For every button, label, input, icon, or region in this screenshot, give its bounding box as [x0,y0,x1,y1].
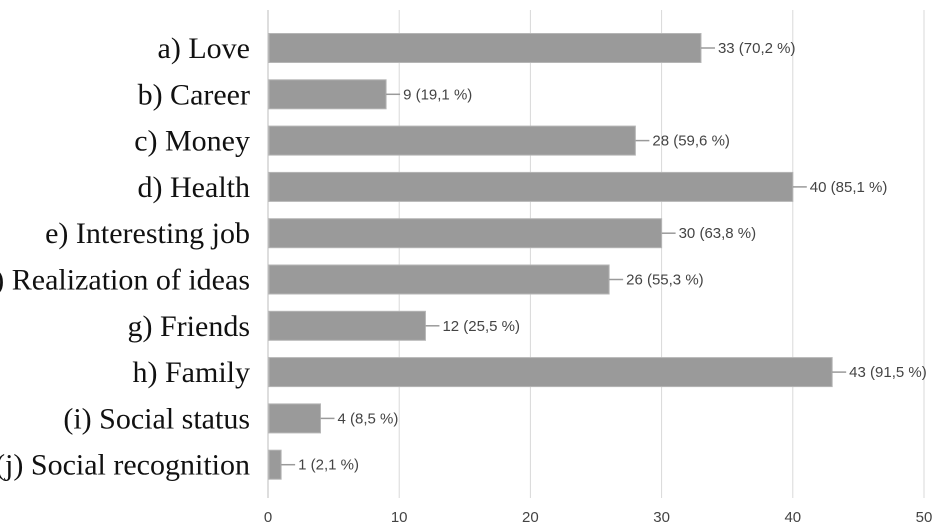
x-tick-label: 10 [391,509,408,525]
category-label: e) Interesting job [45,217,250,250]
category-label: (i) Social status [63,402,250,435]
category-label: h) Family [133,356,251,389]
category-label: d) Health [138,171,250,204]
category-label: b) Career [138,78,250,111]
category-label: (j) Social recognition [0,449,250,482]
gridlines [267,10,925,498]
bar [268,449,282,480]
value-label: 33 (70,2 %) [718,40,796,57]
value-label: 43 (91,5 %) [849,364,927,381]
bar [268,218,663,249]
category-label: c) Money [134,125,250,158]
x-tick-label: 50 [916,509,933,525]
bar [268,33,702,63]
value-label: 9 (19,1 %) [403,86,472,103]
x-tick-label: 40 [784,509,801,525]
value-label: 26 (55,3 %) [626,272,704,289]
value-label: 12 (25,5 %) [442,318,520,335]
value-label: 28 (59,6 %) [652,133,730,150]
bar [268,125,636,156]
x-tick-label: 20 [522,509,539,525]
category-label: f) Realization of ideas [0,264,250,297]
value-label: 1 (2,1 %) [298,457,359,474]
x-tick-label: 30 [653,509,670,525]
category-label: g) Friends [128,310,251,343]
bar [268,310,426,341]
value-label: 30 (63,8 %) [679,225,757,242]
x-tick-label: 0 [264,509,272,525]
bar [268,403,321,434]
bar [268,264,610,295]
value-label: 4 (8,5 %) [337,410,398,427]
bar [268,357,833,388]
category-labels: a) Love b) Career c) Money d) Health e) Inte… [0,32,250,482]
category-label: a) Love [158,32,250,65]
bar [268,171,794,202]
value-label: 40 (85,1 %) [810,179,888,196]
bars [268,33,833,480]
bar [268,79,387,110]
value-labels: 33 (70,2 %) 9 (19,1 %) 28 (59,6 %) 40 (85,1… [281,40,927,474]
x-axis-tick-labels: 0 10 20 30 40 50 [264,509,933,525]
